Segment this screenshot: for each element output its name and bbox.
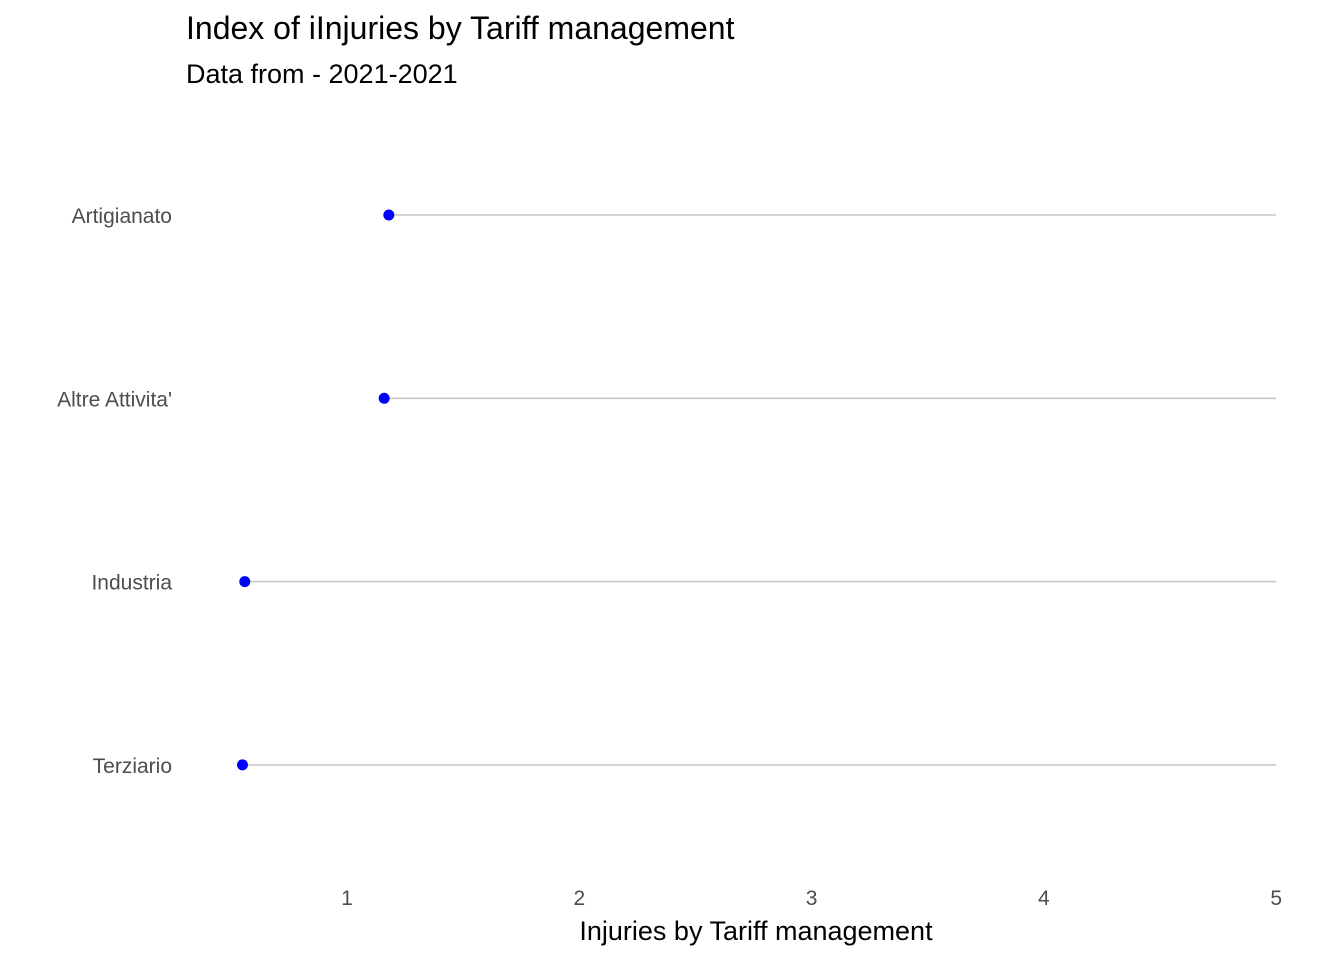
x-tick-label-5: 5 <box>1270 887 1282 910</box>
x-axis-title: Injuries by Tariff management <box>579 916 933 946</box>
y-tick-label-industria: Industria <box>91 572 172 595</box>
y-tick-label-terziario: Terziario <box>93 755 172 778</box>
x-tick-label-1: 1 <box>341 887 353 910</box>
x-tick-label-4: 4 <box>1038 887 1050 910</box>
y-axis-tick-labels: Artigianato Altre Attivita' Industria Terzi… <box>57 205 172 778</box>
x-axis-tick-labels: 1 2 3 4 5 <box>341 887 1282 910</box>
chart-title: Index of iInjuries by Tariff management <box>186 10 735 46</box>
x-tick-label-3: 3 <box>806 887 818 910</box>
y-tick-label-artigianato: Artigianato <box>72 205 172 228</box>
point-altre-attivita <box>378 392 390 404</box>
point-industria <box>239 576 251 588</box>
chart-subtitle: Data from - 2021-2021 <box>186 59 458 89</box>
segment-layer <box>242 214 1277 766</box>
point-layer <box>236 209 395 771</box>
point-artigianato <box>383 209 395 221</box>
x-tick-label-2: 2 <box>573 887 585 910</box>
y-tick-label-altre-attivita: Altre Attivita' <box>57 388 172 411</box>
point-terziario <box>236 759 248 771</box>
